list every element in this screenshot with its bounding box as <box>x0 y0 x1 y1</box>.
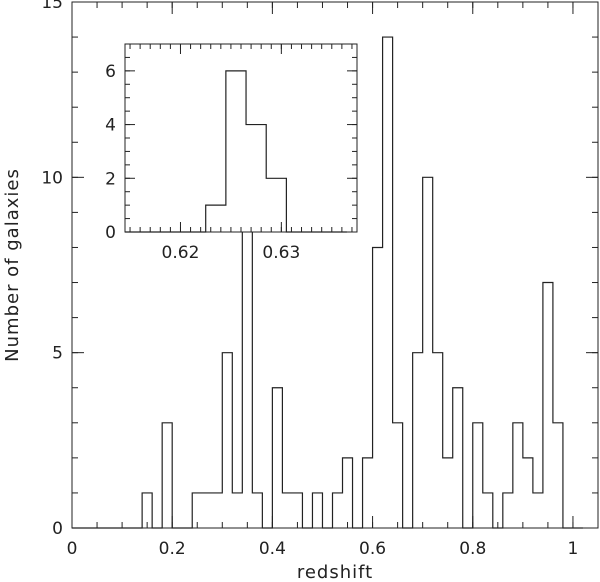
inset-axis-ticks <box>125 43 357 233</box>
x-tick-label: 0.4 <box>259 539 286 559</box>
inset-plot-frame <box>124 43 358 233</box>
y-tick-label: 6 <box>105 62 116 82</box>
inset-tick-labels: 0.62 0.63 0 2 4 6 <box>105 62 300 263</box>
x-tick-label: 0.6 <box>359 539 386 559</box>
y-tick-label: 0 <box>52 519 63 539</box>
y-tick-label: 4 <box>105 116 116 136</box>
x-tick-label: 0.8 <box>459 539 486 559</box>
main-histogram-step <box>72 36 583 529</box>
inset-histogram-step <box>125 70 347 233</box>
x-axis-label: redshift <box>297 562 373 582</box>
main-plot-frame <box>71 1 599 529</box>
x-tick-label: 0.62 <box>162 243 200 263</box>
x-tick-label: 1 <box>568 539 579 559</box>
y-tick-label: 15 <box>41 0 63 13</box>
x-tick-label: 0.2 <box>159 539 186 559</box>
y-tick-label: 10 <box>41 168 63 188</box>
y-axis-label: Number of galaxies <box>2 168 23 362</box>
x-tick-label: 0.63 <box>262 243 300 263</box>
y-tick-label: 0 <box>105 223 116 243</box>
y-tick-label: 5 <box>52 344 63 364</box>
x-tick-label: 0 <box>67 539 78 559</box>
main-axis-ticks <box>71 1 599 529</box>
y-tick-label: 2 <box>105 169 116 189</box>
